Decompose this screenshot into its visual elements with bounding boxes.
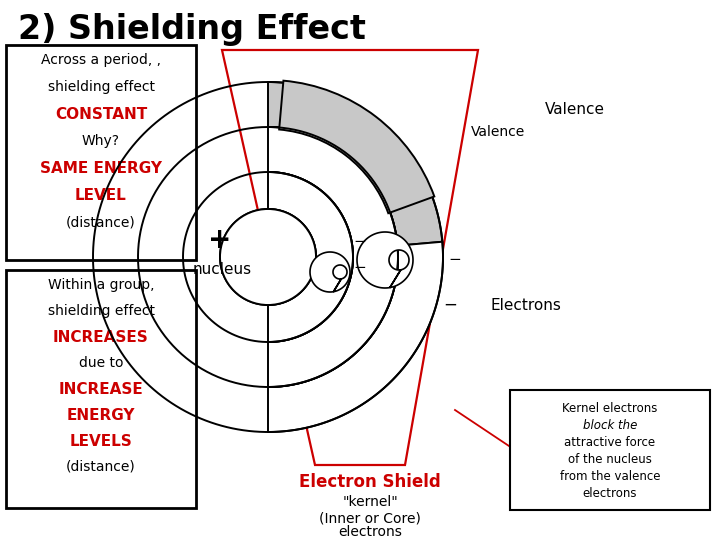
Text: INCREASE: INCREASE: [58, 382, 143, 397]
Text: −: −: [354, 234, 366, 249]
Text: nucleus: nucleus: [192, 262, 251, 278]
Polygon shape: [357, 232, 413, 288]
Text: of the nucleus: of the nucleus: [568, 453, 652, 466]
Circle shape: [220, 209, 316, 305]
Polygon shape: [310, 252, 350, 292]
Text: (distance): (distance): [66, 215, 136, 229]
Text: attractive force: attractive force: [564, 436, 656, 449]
Text: −: −: [443, 296, 457, 314]
Polygon shape: [268, 127, 398, 387]
Text: Why?: Why?: [82, 134, 120, 148]
Polygon shape: [268, 82, 442, 246]
Text: +: +: [208, 226, 232, 254]
Text: LEVEL: LEVEL: [75, 188, 127, 203]
FancyBboxPatch shape: [6, 270, 196, 508]
Text: INCREASES: INCREASES: [53, 330, 149, 345]
Text: Within a group,: Within a group,: [48, 278, 154, 292]
Text: CONSTANT: CONSTANT: [55, 107, 147, 122]
Text: block the: block the: [582, 419, 637, 432]
Text: 2) Shielding Effect: 2) Shielding Effect: [18, 13, 366, 46]
Text: Valence: Valence: [545, 103, 605, 118]
Text: Across a period, ,: Across a period, ,: [41, 53, 161, 67]
Text: from the valence: from the valence: [559, 470, 660, 483]
Text: shielding effect: shielding effect: [48, 80, 155, 94]
FancyBboxPatch shape: [6, 45, 196, 260]
FancyBboxPatch shape: [510, 390, 710, 510]
Text: shielding effect: shielding effect: [48, 304, 155, 318]
Text: SAME ENERGY: SAME ENERGY: [40, 161, 162, 176]
Text: −: −: [449, 253, 462, 267]
Polygon shape: [268, 242, 443, 432]
Text: ENERGY: ENERGY: [67, 408, 135, 423]
Text: Valence: Valence: [471, 125, 525, 139]
Text: electrons: electrons: [582, 487, 637, 500]
Text: "kernel": "kernel": [342, 495, 398, 509]
Polygon shape: [268, 172, 353, 342]
Text: Electron Shield: Electron Shield: [299, 473, 441, 491]
Text: (Inner or Core): (Inner or Core): [319, 511, 421, 525]
Text: electrons: electrons: [338, 525, 402, 539]
Text: (distance): (distance): [66, 460, 136, 474]
Wedge shape: [279, 80, 434, 213]
Text: due to: due to: [78, 356, 123, 370]
Text: Electrons: Electrons: [490, 298, 561, 313]
Text: LEVELS: LEVELS: [70, 434, 132, 449]
Text: Kernel electrons: Kernel electrons: [562, 402, 657, 415]
Text: −: −: [354, 260, 366, 275]
